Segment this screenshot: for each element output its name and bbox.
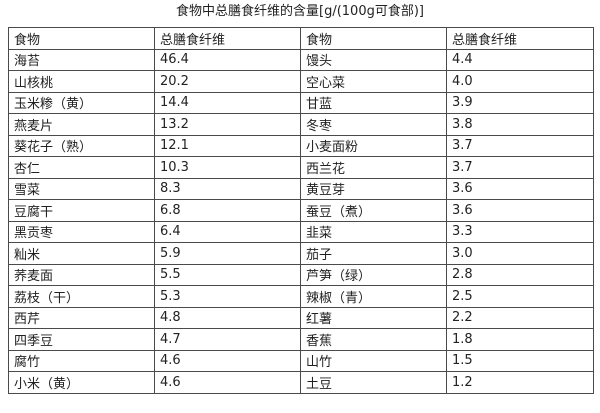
cell-fiber-left: 5.5 xyxy=(154,263,301,286)
cell-food-left: 豆腐干 xyxy=(8,199,155,222)
table-row: 西芹 4.8 红薯 2.2 xyxy=(8,306,594,329)
cell-fiber-right: 3.6 xyxy=(446,199,594,222)
cell-food-left: 荞麦面 xyxy=(8,263,155,286)
table-row: 雪菜 8.3 黄豆芽 3.6 xyxy=(8,177,594,200)
cell-food-left: 杏仁 xyxy=(8,156,155,179)
cell-fiber-right: 4.4 xyxy=(446,48,594,71)
cell-food-right: 西兰花 xyxy=(300,156,447,179)
cell-fiber-left: 10.3 xyxy=(154,156,301,179)
table-row: 山核桃 20.2 空心菜 4.0 xyxy=(8,70,594,93)
cell-fiber-right: 2.2 xyxy=(446,306,594,329)
table-row: 葵花子（熟） 12.1 小麦面粉 3.7 xyxy=(8,134,594,157)
cell-fiber-left: 4.7 xyxy=(154,328,301,351)
cell-food-left: 四季豆 xyxy=(8,328,155,351)
table-row: 荞麦面 5.5 芦笋（绿） 2.8 xyxy=(8,263,594,286)
cell-food-right: 馒头 xyxy=(300,48,447,71)
cell-fiber-left: 46.4 xyxy=(154,48,301,71)
cell-fiber-left: 5.3 xyxy=(154,285,301,308)
cell-fiber-left: 6.8 xyxy=(154,199,301,222)
table-row: 玉米糁（黄） 14.4 甘蓝 3.9 xyxy=(8,91,594,114)
cell-fiber-left: 4.6 xyxy=(154,371,301,394)
table-body: 海苔 46.4 馒头 4.4 山核桃 20.2 空心菜 4.0 玉米糁（黄） 14.4 甘蓝 3.9 燕… xyxy=(8,48,594,394)
cell-fiber-left: 13.2 xyxy=(154,113,301,136)
cell-food-right: 小麦面粉 xyxy=(300,134,447,157)
fiber-table: 食物 总膳食纤维 食物 总膳食纤维 海苔 46.4 馒头 4.4 山核桃 20.2 空心菜 4… xyxy=(8,27,594,394)
cell-food-right: 韭菜 xyxy=(300,220,447,243)
header-fiber-right: 总膳食纤维 xyxy=(446,27,594,50)
cell-food-left: 雪菜 xyxy=(8,177,155,200)
cell-fiber-left: 6.4 xyxy=(154,220,301,243)
header-food-left: 食物 xyxy=(8,27,155,50)
table-row: 腐竹 4.6 山竹 1.5 xyxy=(8,349,594,372)
cell-food-left: 海苔 xyxy=(8,48,155,71)
cell-fiber-right: 1.8 xyxy=(446,328,594,351)
cell-food-right: 香蕉 xyxy=(300,328,447,351)
cell-food-right: 空心菜 xyxy=(300,70,447,93)
cell-food-right: 芦笋（绿） xyxy=(300,263,447,286)
cell-food-right: 土豆 xyxy=(300,371,447,394)
cell-food-left: 燕麦片 xyxy=(8,113,155,136)
cell-fiber-left: 14.4 xyxy=(154,91,301,114)
table-row: 黑贡枣 6.4 韭菜 3.3 xyxy=(8,220,594,243)
cell-fiber-left: 20.2 xyxy=(154,70,301,93)
cell-food-left: 葵花子（熟） xyxy=(8,134,155,157)
cell-fiber-right: 3.6 xyxy=(446,177,594,200)
cell-food-right: 蚕豆（煮） xyxy=(300,199,447,222)
table-row: 小米（黄） 4.6 土豆 1.2 xyxy=(8,371,594,394)
table-title: 食物中总膳食纤维的含量[g/(100g可食部)] xyxy=(176,4,424,19)
cell-fiber-right: 2.5 xyxy=(446,285,594,308)
table-row: 海苔 46.4 馒头 4.4 xyxy=(8,48,594,71)
table-row: 荔枝（干） 5.3 辣椒（青） 2.5 xyxy=(8,285,594,308)
cell-fiber-right: 1.2 xyxy=(446,371,594,394)
cell-food-left: 腐竹 xyxy=(8,349,155,372)
header-food-right: 食物 xyxy=(300,27,447,50)
cell-food-right: 茄子 xyxy=(300,242,447,265)
cell-food-left: 黑贡枣 xyxy=(8,220,155,243)
table-row: 籼米 5.9 茄子 3.0 xyxy=(8,242,594,265)
cell-fiber-left: 8.3 xyxy=(154,177,301,200)
cell-fiber-left: 12.1 xyxy=(154,134,301,157)
table-row: 燕麦片 13.2 冬枣 3.8 xyxy=(8,113,594,136)
cell-fiber-right: 2.8 xyxy=(446,263,594,286)
cell-fiber-right: 3.9 xyxy=(446,91,594,114)
cell-food-right: 红薯 xyxy=(300,306,447,329)
cell-food-left: 荔枝（干） xyxy=(8,285,155,308)
cell-fiber-left: 4.6 xyxy=(154,349,301,372)
cell-food-right: 甘蓝 xyxy=(300,91,447,114)
cell-food-left: 玉米糁（黄） xyxy=(8,91,155,114)
cell-food-right: 黄豆芽 xyxy=(300,177,447,200)
cell-fiber-left: 4.8 xyxy=(154,306,301,329)
table-row: 杏仁 10.3 西兰花 3.7 xyxy=(8,156,594,179)
cell-food-left: 西芹 xyxy=(8,306,155,329)
header-fiber-left: 总膳食纤维 xyxy=(154,27,301,50)
cell-fiber-right: 3.3 xyxy=(446,220,594,243)
cell-food-right: 山竹 xyxy=(300,349,447,372)
cell-fiber-right: 3.7 xyxy=(446,156,594,179)
table-row: 四季豆 4.7 香蕉 1.8 xyxy=(8,328,594,351)
cell-food-left: 山核桃 xyxy=(8,70,155,93)
cell-fiber-right: 1.5 xyxy=(446,349,594,372)
cell-food-left: 小米（黄） xyxy=(8,371,155,394)
cell-fiber-left: 5.9 xyxy=(154,242,301,265)
cell-fiber-right: 3.7 xyxy=(446,134,594,157)
table-row: 豆腐干 6.8 蚕豆（煮） 3.6 xyxy=(8,199,594,222)
cell-food-right: 冬枣 xyxy=(300,113,447,136)
header-row: 食物 总膳食纤维 食物 总膳食纤维 xyxy=(8,27,594,50)
cell-food-left: 籼米 xyxy=(8,242,155,265)
cell-fiber-right: 3.0 xyxy=(446,242,594,265)
cell-food-right: 辣椒（青） xyxy=(300,285,447,308)
cell-fiber-right: 3.8 xyxy=(446,113,594,136)
cell-fiber-right: 4.0 xyxy=(446,70,594,93)
